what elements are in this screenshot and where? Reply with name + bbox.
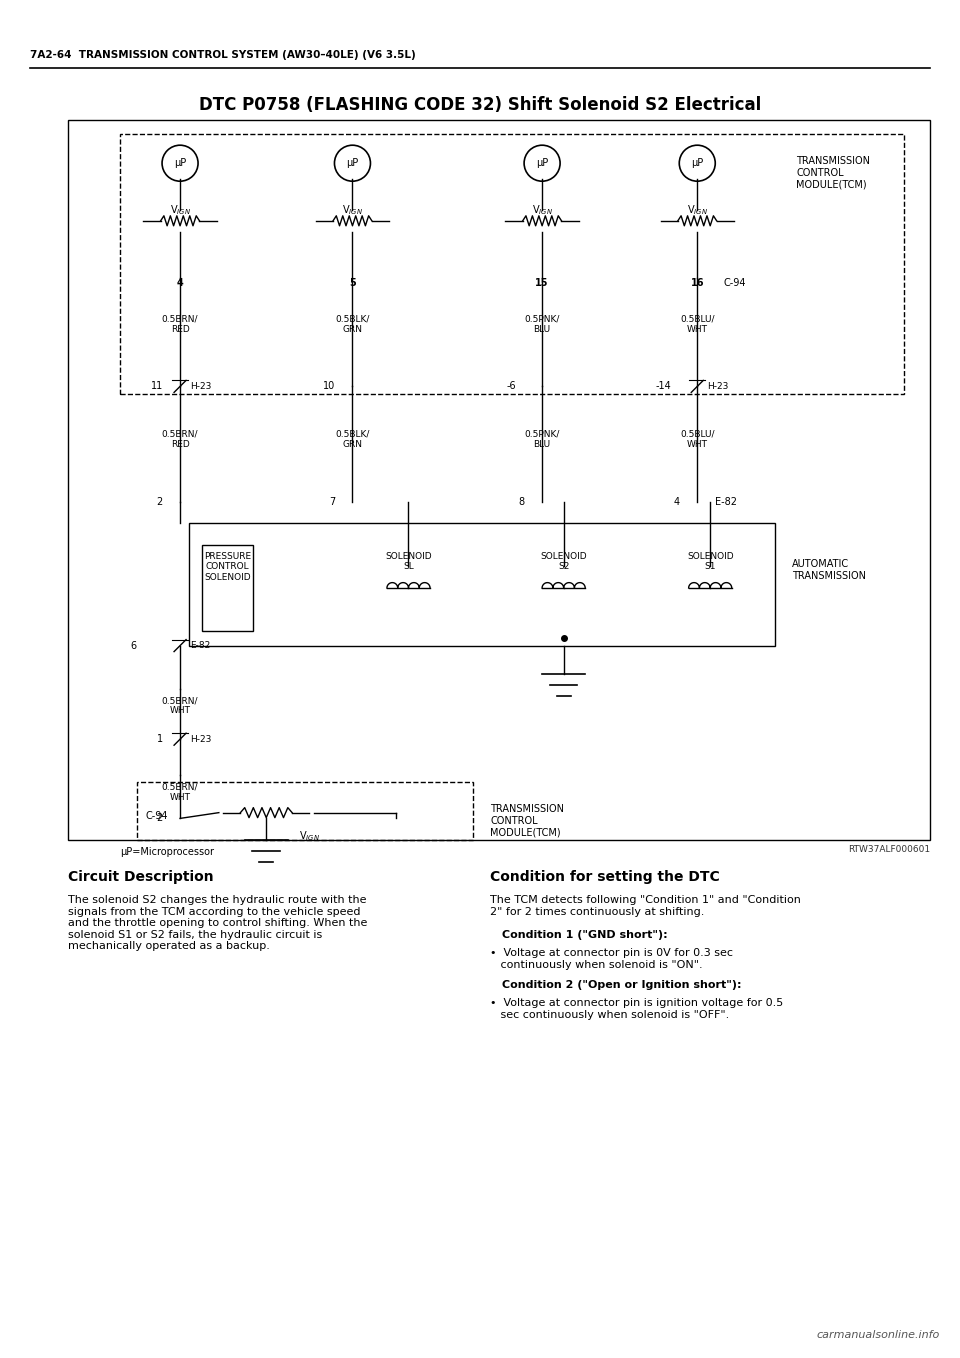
Text: C-94: C-94 [723, 278, 746, 288]
Text: SOLENOID
SL: SOLENOID SL [385, 551, 432, 572]
Text: •  Voltage at connector pin is ignition voltage for 0.5
   sec continuously when: • Voltage at connector pin is ignition v… [490, 998, 783, 1020]
Text: 0.5BRN/
RED: 0.5BRN/ RED [162, 429, 199, 449]
Text: H-23: H-23 [190, 382, 211, 391]
Text: 0.5BLK/
GRN: 0.5BLK/ GRN [335, 429, 370, 449]
Text: 11: 11 [151, 382, 163, 391]
Text: 16: 16 [690, 278, 704, 288]
Text: V$_{IGN}$: V$_{IGN}$ [686, 202, 708, 216]
Text: 6: 6 [131, 641, 137, 650]
Text: PRESSURE
CONTROL
SOLENOID: PRESSURE CONTROL SOLENOID [204, 551, 251, 581]
Text: TRANSMISSION
CONTROL
MODULE(TCM): TRANSMISSION CONTROL MODULE(TCM) [491, 804, 564, 837]
Text: TRANSMISSION
CONTROL
MODULE(TCM): TRANSMISSION CONTROL MODULE(TCM) [797, 156, 871, 189]
Text: 0.5BLU/
WHT: 0.5BLU/ WHT [680, 315, 714, 334]
Text: DTC P0758 (FLASHING CODE 32) Shift Solenoid S2 Electrical: DTC P0758 (FLASHING CODE 32) Shift Solen… [199, 96, 761, 114]
Text: H-23: H-23 [708, 382, 729, 391]
Text: H-23: H-23 [190, 735, 211, 744]
Text: 4: 4 [674, 497, 680, 507]
Text: carmanualsonline.info: carmanualsonline.info [817, 1329, 940, 1340]
Text: 0.5BRN/
RED: 0.5BRN/ RED [162, 315, 199, 334]
Text: 0.5BLU/
WHT: 0.5BLU/ WHT [680, 429, 714, 449]
Text: μP: μP [536, 158, 548, 168]
Text: 2: 2 [156, 497, 163, 507]
Text: Condition 1 ("GND short"):: Condition 1 ("GND short"): [502, 930, 667, 940]
Text: C-94: C-94 [146, 811, 168, 822]
Text: 2: 2 [156, 813, 163, 823]
Text: μP: μP [691, 158, 704, 168]
Text: 4: 4 [177, 278, 183, 288]
Text: 0.5BLK/
GRN: 0.5BLK/ GRN [335, 315, 370, 334]
Text: μP: μP [347, 158, 359, 168]
Text: •  Voltage at connector pin is 0V for 0.3 sec
   continuously when solenoid is ": • Voltage at connector pin is 0V for 0.3… [490, 948, 733, 970]
Text: 5: 5 [349, 278, 356, 288]
Text: 10: 10 [323, 382, 335, 391]
Text: 7A2-64  TRANSMISSION CONTROL SYSTEM (AW30–40LE) (V6 3.5L): 7A2-64 TRANSMISSION CONTROL SYSTEM (AW30… [30, 50, 416, 60]
Text: 0.5BRN/
WHT: 0.5BRN/ WHT [162, 697, 199, 716]
Bar [202, 545, 253, 631]
Text: 0.5BRN/
WHT: 0.5BRN/ WHT [162, 782, 199, 801]
Text: E-82: E-82 [714, 497, 736, 507]
Text: AUTOMATIC
TRANSMISSION: AUTOMATIC TRANSMISSION [792, 559, 866, 581]
Text: E-82: E-82 [190, 641, 210, 650]
Text: -14: -14 [656, 382, 671, 391]
Text: V$_{IGN}$: V$_{IGN}$ [299, 830, 320, 843]
Text: SOLENOID
S1: SOLENOID S1 [686, 551, 733, 572]
Text: V$_{IGN}$: V$_{IGN}$ [170, 202, 190, 216]
Text: The solenoid S2 changes the hydraulic route with the
signals from the TCM accord: The solenoid S2 changes the hydraulic ro… [68, 895, 368, 952]
Text: 1: 1 [156, 735, 163, 744]
Text: The TCM detects following "Condition 1" and "Condition
2" for 2 times continuous: The TCM detects following "Condition 1" … [490, 895, 801, 917]
Text: Condition for setting the DTC: Condition for setting the DTC [490, 870, 720, 884]
Text: 0.5PNK/
BLU: 0.5PNK/ BLU [524, 429, 560, 449]
Text: V$_{IGN}$: V$_{IGN}$ [342, 202, 363, 216]
Text: SOLENOID
S2: SOLENOID S2 [540, 551, 587, 572]
Text: 0.5PNK/
BLU: 0.5PNK/ BLU [524, 315, 560, 334]
Text: 8: 8 [518, 497, 525, 507]
Text: V$_{IGN}$: V$_{IGN}$ [532, 202, 553, 216]
Text: μP=Microprocessor: μP=Microprocessor [120, 847, 214, 857]
Text: 15: 15 [536, 278, 549, 288]
Text: Condition 2 ("Open or Ignition short"):: Condition 2 ("Open or Ignition short"): [502, 980, 741, 990]
Text: -6: -6 [507, 382, 516, 391]
Bar [68, 120, 930, 841]
Bar [189, 523, 775, 645]
Text: Circuit Description: Circuit Description [68, 870, 214, 884]
Text: 7: 7 [329, 497, 335, 507]
Text: μP: μP [174, 158, 186, 168]
Text: RTW37ALF000601: RTW37ALF000601 [848, 845, 930, 854]
